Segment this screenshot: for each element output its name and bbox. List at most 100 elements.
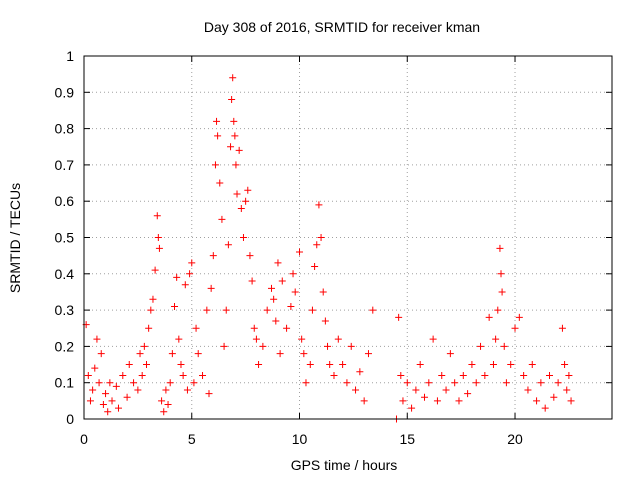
data-point — [274, 259, 282, 267]
data-point — [272, 317, 280, 325]
data-point — [459, 371, 467, 379]
data-point — [86, 397, 94, 405]
data-point — [211, 161, 219, 169]
data-point — [125, 361, 133, 369]
data-point — [356, 368, 364, 376]
data-point — [158, 397, 166, 405]
data-point — [149, 295, 157, 303]
data-point — [190, 379, 198, 387]
data-point — [97, 350, 105, 358]
y-tick-label: 0.2 — [55, 338, 75, 354]
x-tick-label: 5 — [188, 431, 196, 447]
data-point — [145, 324, 153, 332]
data-point — [364, 350, 372, 358]
data-point — [222, 306, 230, 314]
data-point — [425, 379, 433, 387]
data-point — [224, 241, 232, 249]
x-tick-label: 15 — [399, 431, 415, 447]
data-point — [175, 335, 183, 343]
y-tick-label: 0 — [66, 411, 74, 427]
data-point — [497, 270, 505, 278]
data-point — [567, 397, 575, 405]
data-point — [140, 342, 148, 350]
y-tick-label: 0.8 — [55, 121, 75, 137]
data-point — [93, 335, 101, 343]
data-point — [464, 390, 472, 398]
x-axis-label: GPS time / hours — [291, 457, 398, 473]
y-tick-label: 0.3 — [55, 302, 75, 318]
data-point — [403, 379, 411, 387]
data-point — [451, 379, 459, 387]
data-point — [308, 306, 316, 314]
data-point — [489, 361, 497, 369]
data-point — [95, 379, 103, 387]
data-point — [324, 342, 332, 350]
data-point — [147, 306, 155, 314]
data-point — [229, 74, 237, 82]
data-point — [550, 393, 558, 401]
data-point — [326, 361, 334, 369]
data-point — [412, 386, 420, 394]
plot-frame — [83, 55, 613, 420]
data-point — [330, 371, 338, 379]
data-point — [317, 234, 325, 241]
data-point — [183, 386, 191, 394]
data-point — [162, 386, 170, 394]
data-point — [194, 350, 202, 358]
data-point — [112, 382, 120, 390]
data-point — [397, 371, 405, 379]
data-point — [138, 371, 146, 379]
data-point — [89, 386, 97, 394]
data-point — [296, 248, 304, 256]
data-point — [237, 204, 245, 212]
data-point — [220, 342, 228, 350]
data-point — [216, 179, 224, 187]
data-point — [134, 386, 142, 394]
data-point — [186, 270, 194, 278]
data-point — [468, 361, 476, 369]
data-point — [399, 397, 407, 405]
data-point — [442, 386, 450, 394]
data-point — [369, 306, 377, 314]
data-point — [213, 117, 221, 125]
data-point — [192, 324, 200, 332]
data-point — [500, 342, 508, 350]
data-point — [311, 263, 319, 271]
data-point — [315, 201, 323, 209]
data-point — [106, 379, 114, 387]
data-point — [561, 361, 569, 369]
grid-layer — [84, 56, 612, 419]
data-point — [114, 404, 122, 412]
data-point — [246, 252, 254, 260]
data-point — [537, 379, 545, 387]
data-point — [343, 379, 351, 387]
data-point — [515, 313, 523, 321]
data-point — [108, 397, 116, 405]
data-point — [155, 244, 163, 252]
data-point — [319, 288, 327, 296]
data-point — [233, 190, 241, 198]
data-point — [130, 379, 138, 387]
data-point — [477, 342, 485, 350]
data-point — [199, 371, 207, 379]
y-axis-label: SRMTID / TECUs — [7, 183, 23, 293]
data-point — [524, 386, 532, 394]
data-point — [252, 335, 260, 343]
data-point — [395, 313, 403, 321]
data-point — [334, 335, 342, 343]
data-point — [102, 390, 110, 398]
data-point — [494, 306, 502, 314]
data-point — [235, 146, 243, 154]
data-point — [99, 400, 107, 408]
data-point — [119, 371, 127, 379]
data-point — [179, 371, 187, 379]
data-point — [151, 266, 159, 274]
data-point — [171, 302, 179, 310]
data-point — [446, 350, 454, 358]
data-point — [218, 215, 226, 223]
data-point — [511, 324, 519, 332]
data-point — [360, 397, 368, 405]
y-tick-label: 0.1 — [55, 375, 75, 391]
data-point — [455, 397, 463, 405]
